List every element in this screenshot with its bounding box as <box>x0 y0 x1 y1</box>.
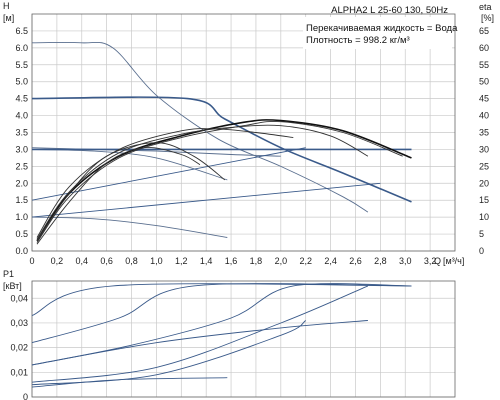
upper-panel: 0.0 0.5 1.0 1.5 2.0 2.5 3.0 3.5 4.0 4.5 5.0 5.5 6.0 6… <box>3 1 494 266</box>
x-tick-label: 0,8 <box>125 256 138 266</box>
x-tick-label: 1,2 <box>175 256 188 266</box>
x-tick-label: 2,4 <box>324 256 337 266</box>
head-curve <box>31 41 369 213</box>
chart-title: ALPHA2 L 25-60 130, 50Hz <box>331 5 448 16</box>
upper-y-tick-label: 1.5 <box>15 195 28 205</box>
system-curve <box>31 147 306 201</box>
lower-plot-frame <box>31 280 456 398</box>
lower-y-tick-label: 0,04 <box>10 293 28 303</box>
lower-y-tick-label: 0,03 <box>10 318 28 328</box>
x-tick-label: 2,8 <box>374 256 387 266</box>
x-tick-label: 0 <box>29 256 34 266</box>
upper-y2-tick-label: 20 <box>479 178 489 188</box>
upper-y2-tick-label: 0 <box>479 246 484 256</box>
density-note: Плотность = 998.2 кг/м³ <box>306 35 410 46</box>
power-curve <box>31 283 412 317</box>
upper-y2-tick-label: 65 <box>479 26 489 36</box>
upper-y-tick-label: 3.0 <box>15 144 28 154</box>
upper-grid <box>31 14 455 252</box>
head-curve <box>31 96 412 203</box>
upper-y-tick-label: 2.5 <box>15 161 28 171</box>
upper-y-tick-label: 5.5 <box>15 60 28 70</box>
head-curve <box>31 216 228 238</box>
x-tick-label: 3,2 <box>424 256 437 266</box>
lower-y-unit: [кВт] <box>3 281 22 291</box>
upper-y-unit: [м] <box>3 13 14 23</box>
upper-y-tick-label: 1.0 <box>15 212 28 222</box>
upper-y2-tick-label: 25 <box>479 161 489 171</box>
x-tick-label: 2,6 <box>349 256 362 266</box>
x-tick-label: 0,6 <box>100 256 113 266</box>
upper-y-tick-label: 3.5 <box>15 128 28 138</box>
upper-y2-tick-label: 40 <box>479 111 489 121</box>
head-curve <box>31 148 228 181</box>
upper-y2-tick-label: 15 <box>479 195 489 205</box>
lower-y-tick-label: 0 <box>23 392 28 400</box>
power-curve <box>31 320 368 366</box>
upper-y2-tick-label: 5 <box>479 229 484 239</box>
upper-y2-tick-label: 55 <box>479 60 489 70</box>
lower-series <box>31 283 412 388</box>
upper-y2-tick-label: 45 <box>479 94 489 104</box>
upper-y-tick-label: 5.0 <box>15 77 28 87</box>
upper-series <box>31 41 412 245</box>
system-curve <box>31 182 381 218</box>
x-tick-label: 2,2 <box>299 256 312 266</box>
x-tick-label: 1,4 <box>200 256 213 266</box>
lower-y-ticks: 0 0,01 0,02 0,03 0,04 <box>10 293 28 400</box>
upper-y-tick-label: 0.0 <box>15 246 28 256</box>
eta-curve <box>36 128 294 238</box>
lower-grid <box>31 281 455 398</box>
power-curve <box>31 283 412 366</box>
x-axis-unit: [м³/ч] <box>443 256 464 266</box>
upper-y2-tick-label: 60 <box>479 43 489 53</box>
upper-y2-ticks: 0 5 10 15 20 25 30 35 40 45 50 55 60 65 <box>479 26 489 256</box>
power-curve <box>31 283 412 344</box>
upper-y-ticks: 0.0 0.5 1.0 1.5 2.0 2.5 3.0 3.5 4.0 4.5 5.0 5.5 6.0 6… <box>15 26 28 256</box>
eta-curve <box>36 142 226 242</box>
lower-y-tick-label: 0,02 <box>10 343 28 353</box>
upper-y-tick-label: 6.0 <box>15 43 28 53</box>
upper-y2-label: eta <box>479 2 492 12</box>
upper-y2-unit: [%] <box>481 13 494 23</box>
lower-panel: 0 0,01 0,02 0,03 0,04 P1 [кВт] <box>3 269 456 400</box>
x-tick-label: 1,8 <box>250 256 263 266</box>
upper-y-tick-label: 4.0 <box>15 111 28 121</box>
x-axis-label: Q <box>434 256 441 266</box>
eta-curve <box>36 120 403 243</box>
eta-curve <box>36 147 201 245</box>
power-curve <box>31 285 369 383</box>
fluid-note: Перекачиваемая жидкость = Вода <box>306 23 458 34</box>
upper-y2-tick-label: 30 <box>479 144 489 154</box>
lower-y-tick-label: 0,01 <box>10 367 28 377</box>
upper-y-tick-label: 6.5 <box>15 26 28 36</box>
upper-y-label: H <box>3 1 10 11</box>
upper-y2-tick-label: 50 <box>479 77 489 87</box>
upper-y2-tick-label: 10 <box>479 212 489 222</box>
x-tick-label: 0,4 <box>76 256 89 266</box>
upper-y-tick-label: 0.5 <box>15 229 28 239</box>
x-tick-label: 1,0 <box>150 256 163 266</box>
info-box <box>303 17 452 49</box>
eta-curve <box>36 119 412 242</box>
x-tick-label: 0,2 <box>51 256 64 266</box>
upper-y-tick-label: 2.0 <box>15 178 28 188</box>
upper-plot-frame <box>31 13 456 252</box>
x-tick-label: 1,6 <box>225 256 238 266</box>
upper-y-tick-label: 4.5 <box>15 94 28 104</box>
upper-y2-tick-label: 35 <box>479 128 489 138</box>
x-tick-label: 3,0 <box>399 256 412 266</box>
x-tick-label: 2,0 <box>275 256 288 266</box>
power-curve <box>31 320 306 386</box>
eta-curve <box>36 124 369 240</box>
lower-y-label: P1 <box>3 269 14 279</box>
upper-x-ticks: 0 0,2 0,4 0,6 0,8 1,0 1,2 1,4 1,6 1,8 2,0 2,2 2,4 2,6… <box>29 256 436 266</box>
